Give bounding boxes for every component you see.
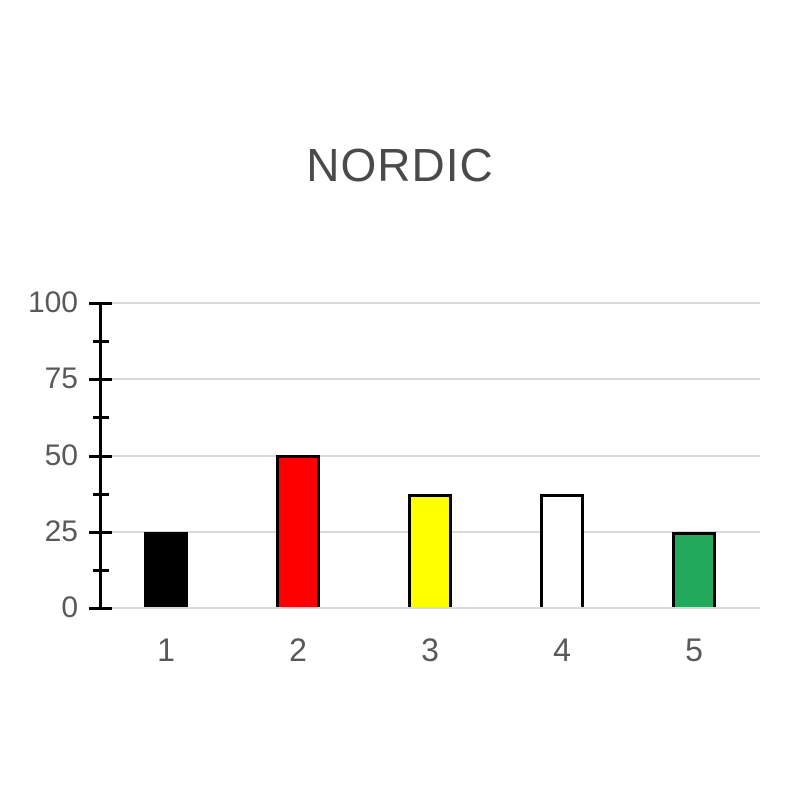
x-axis-label-2: 2 xyxy=(289,632,307,668)
y-axis-label-75: 75 xyxy=(44,362,78,395)
x-axis-label-4: 4 xyxy=(553,632,571,668)
x-axis-label-3: 3 xyxy=(421,632,439,668)
bar-3 xyxy=(408,494,452,608)
major-tick-100 xyxy=(89,302,112,305)
plot-area xyxy=(89,302,760,610)
chart-title: NORDIC xyxy=(306,139,494,191)
minor-tick-62.5 xyxy=(93,416,109,419)
gridline-0 xyxy=(100,607,760,609)
minor-tick-37.5 xyxy=(93,493,109,496)
major-tick-75 xyxy=(89,378,112,381)
x-axis-label-1: 1 xyxy=(157,632,175,668)
bar-2 xyxy=(276,455,320,608)
bar-4 xyxy=(540,494,584,608)
x-axis-label-5: 5 xyxy=(685,632,703,668)
y-axis-label-25: 25 xyxy=(44,515,78,548)
major-tick-0 xyxy=(89,607,112,610)
y-axis-label-50: 50 xyxy=(44,439,78,472)
y-axis-label-100: 100 xyxy=(27,286,78,319)
y-axis-label-0: 0 xyxy=(61,591,78,624)
major-tick-50 xyxy=(89,455,112,458)
major-tick-25 xyxy=(89,531,112,534)
bar-5 xyxy=(672,532,716,608)
gridline-50 xyxy=(100,455,760,457)
gridline-100 xyxy=(100,302,760,304)
minor-tick-87.5 xyxy=(93,340,109,343)
gridline-75 xyxy=(100,378,760,380)
bar-1 xyxy=(144,532,188,608)
minor-tick-12.5 xyxy=(93,569,109,572)
